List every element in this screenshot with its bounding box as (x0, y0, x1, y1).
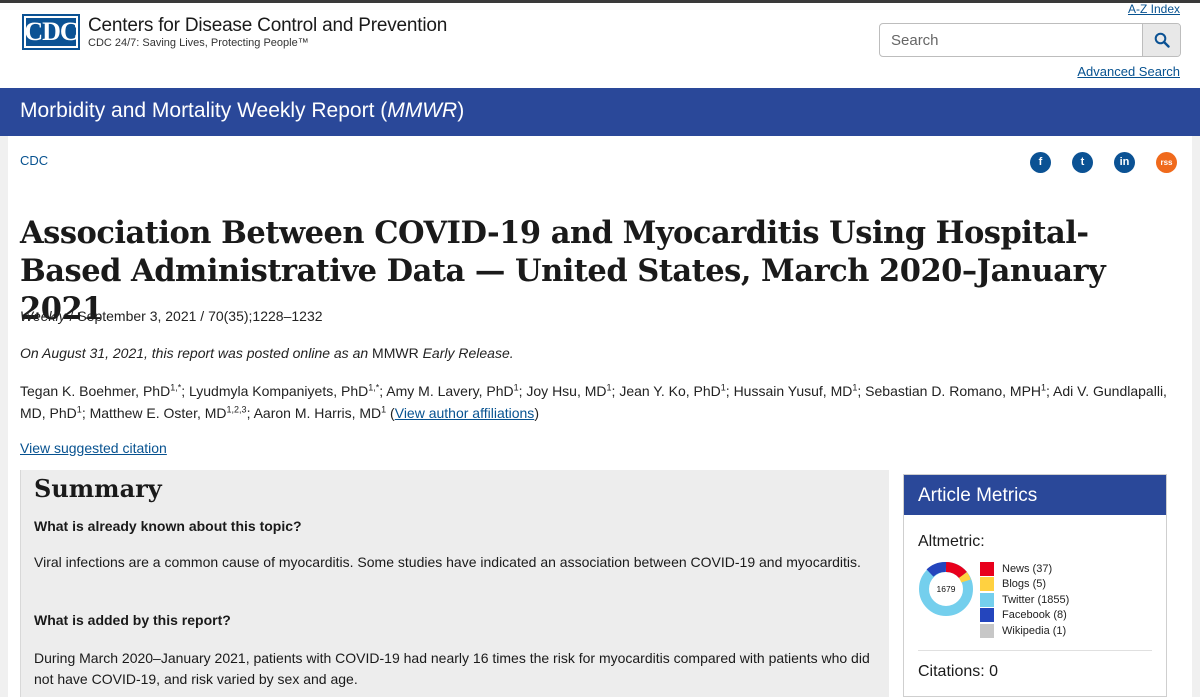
citations-count: Citations: 0 (918, 663, 999, 680)
author-name: Aaron M. Harris, MD (253, 405, 382, 421)
altmetric-legend-row: Wikipedia (1) (980, 623, 1066, 638)
search-button[interactable] (1142, 24, 1180, 56)
altmetric-label: Altmetric: (918, 533, 985, 550)
article-metrics-panel: Article Metrics Altmetric: 1679 News (37… (903, 474, 1167, 697)
author-name: Matthew E. Oster, MD (89, 405, 227, 421)
advanced-search-link[interactable]: Advanced Search (1077, 64, 1180, 79)
site-header: CDC Centers for Disease Control and Prev… (0, 0, 1200, 88)
author-affiliation-marker: 1,* (170, 382, 182, 393)
summary-answer-1: Viral infections are a common cause of m… (34, 554, 861, 570)
author-list-close: ) (534, 405, 539, 421)
author-affiliation-marker: 1,* (368, 382, 380, 393)
search-input[interactable] (880, 24, 1142, 56)
release-text-mmwr: MMWR (372, 345, 419, 361)
author-separator: ; (518, 383, 527, 399)
author-separator: ; (246, 405, 254, 421)
syndicate-icon[interactable]: rss (1156, 152, 1177, 173)
linkedin-icon[interactable]: in (1114, 152, 1135, 173)
author-separator: ; (857, 383, 866, 399)
summary-heading: Summary (34, 474, 162, 503)
author-name: Tegan K. Boehmer, PhD (20, 383, 171, 399)
view-author-affiliations-link[interactable]: View author affiliations (394, 405, 535, 421)
search-icon (1154, 32, 1170, 48)
banner-title-em: MMWR (387, 99, 458, 122)
mmwr-banner: Morbidity and Mortality Weekly Report (M… (0, 88, 1200, 136)
author-affiliation-marker: 1 (852, 382, 858, 393)
legend-label: Blogs (5) (1002, 578, 1047, 590)
author-affiliation-marker: 1 (606, 382, 612, 393)
release-text-a: On August 31, 2021, this report was post… (20, 345, 373, 361)
summary-question-1: What is already known about this topic? (34, 518, 302, 534)
author-affiliation-marker: 1 (76, 404, 82, 415)
donut-news-arc (945, 561, 967, 579)
donut-blogs-arc (958, 572, 971, 583)
summary-answer-2: During March 2020–January 2021, patients… (34, 650, 870, 687)
legend-swatch (980, 561, 994, 576)
author-name: Adi V. Gundlapalli, MD, PhD (20, 383, 1167, 421)
legend-swatch (980, 577, 994, 591)
altmetric-score: 1679 (937, 584, 956, 594)
altmetric-legend-row: Twitter (1855) (980, 592, 1069, 607)
facebook-icon[interactable]: f (1030, 152, 1051, 173)
author-affiliation-marker: 1 (381, 404, 387, 415)
altmetric-legend-row: Facebook (8) (980, 608, 1067, 623)
author-affiliation-marker: 1 (513, 382, 519, 393)
author-affiliation-marker: 1 (1041, 382, 1047, 393)
legend-label: Facebook (8) (1002, 609, 1067, 621)
author-name: Lyudmyla Kompaniyets, PhD (189, 383, 369, 399)
banner-title-close: ) (457, 99, 465, 122)
az-index-link[interactable]: A-Z Index (1127, 2, 1180, 16)
author-separator: ; (1046, 383, 1054, 399)
donut-facebook-arc (926, 562, 947, 577)
org-name[interactable]: Centers for Disease Control and Preventi… (88, 15, 448, 36)
author-name: Amy M. Lavery, PhD (386, 383, 514, 399)
view-suggested-citation-link[interactable]: View suggested citation (20, 440, 167, 456)
summary-question-2: What is added by this report? (34, 612, 231, 628)
org-tagline: CDC 24/7: Saving Lives, Protecting Peopl… (88, 37, 309, 49)
author-name: Jean Y. Ko, PhD (619, 383, 721, 399)
cdc-logo[interactable]: CDC (22, 14, 80, 50)
author-name: Hussain Yusuf, MD (733, 383, 853, 399)
legend-label: Wikipedia (1) (1002, 624, 1067, 637)
legend-swatch (980, 623, 994, 638)
twitter-icon[interactable]: t (1072, 152, 1093, 173)
author-separator: ; (611, 383, 620, 399)
early-release-note: On August 31, 2021, this report was post… (20, 345, 514, 361)
legend-label: Twitter (1855) (1002, 593, 1070, 606)
legend-swatch (980, 608, 994, 622)
altmetric-donut[interactable]: 1679 (918, 561, 974, 617)
author-name: Sebastian D. Romano, MPH (865, 383, 1042, 399)
author-name: Joy Hsu, MD (526, 383, 607, 399)
article-meta: Weekly / September 3, 2021 / 70(35);1228… (20, 308, 323, 324)
search-box (879, 23, 1181, 57)
meta-date-volume: / September 3, 2021 / 70(35);1228–1232 (65, 308, 323, 324)
author-separator: ; (181, 383, 189, 399)
meta-weekly: Weekly (20, 308, 66, 324)
release-text-c: Early Release. (418, 345, 514, 361)
author-affiliation-marker: 1 (720, 382, 726, 393)
article-title: Association Between COVID-19 and Myocard… (20, 215, 1106, 327)
breadcrumb-cdc[interactable]: CDC (20, 153, 49, 168)
author-list: Tegan K. Boehmer, PhD1,*; Lyudmyla Kompa… (20, 380, 1180, 424)
article-metrics-heading: Article Metrics (904, 475, 1166, 515)
donut-center (930, 573, 962, 605)
altmetric-legend-row: Blogs (5) (980, 577, 1046, 592)
author-separator: ; (81, 405, 90, 421)
banner-title[interactable]: Morbidity and Mortality Weekly Report (M… (20, 99, 464, 123)
banner-title-main: Morbidity and Mortality Weekly Report ( (20, 99, 388, 122)
altmetric-legend-row: News (37) (980, 561, 1052, 576)
legend-swatch (980, 592, 994, 607)
summary-box: Summary What is already known about this… (20, 470, 889, 697)
author-separator: ; (379, 383, 387, 399)
metrics-divider (918, 650, 1152, 651)
author-separator: ; (725, 383, 734, 399)
author-affiliation-marker: 1,2,3 (226, 404, 247, 415)
author-separator: ( (386, 405, 395, 421)
legend-label: News (37) (1002, 562, 1053, 575)
